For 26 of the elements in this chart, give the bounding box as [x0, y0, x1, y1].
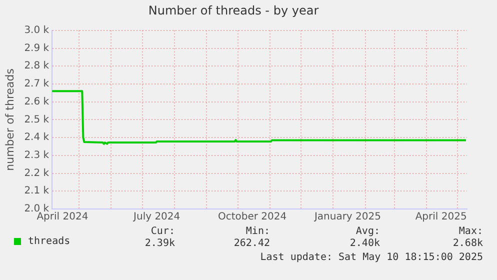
y-tick-label: 2.9 k: [24, 42, 50, 54]
text: 2.39k: [144, 238, 175, 250]
y-tick-label: 2.1 k: [24, 186, 50, 197]
chart-title: Number of threads - by year: [148, 3, 319, 18]
x-tick-label: January 2025: [313, 212, 381, 223]
y-tick-label: 2.5 k: [24, 114, 50, 126]
y-tick-label: 2.6 k: [24, 96, 50, 108]
text: Last update: Sat May 10 18:15:00 2025: [260, 252, 483, 263]
y-tick-label: 2.8 k: [24, 60, 50, 72]
text: Cur:: [150, 226, 175, 238]
x-tick-label: April 2025: [415, 212, 467, 223]
x-tick-label: July 2024: [132, 212, 180, 223]
legend-label: threads: [28, 236, 70, 247]
text: Avg:: [354, 226, 380, 238]
text: 2.68k: [452, 238, 483, 250]
y-tick-label: 2.3 k: [24, 150, 50, 162]
y-tick-label: 3.0 k: [24, 24, 50, 36]
y-tick-label: 2.4 k: [24, 132, 50, 144]
y-tick-label: 2.2 k: [24, 168, 50, 179]
x-tick-label: October 2024: [218, 212, 287, 223]
text: 2.40k: [350, 238, 380, 250]
y-axis-title: number of threads: [3, 68, 16, 171]
text: 262.42: [234, 238, 270, 250]
y-tick-label: 2.7 k: [24, 78, 50, 90]
text: Min:: [244, 226, 270, 238]
text: Max:: [458, 226, 483, 238]
